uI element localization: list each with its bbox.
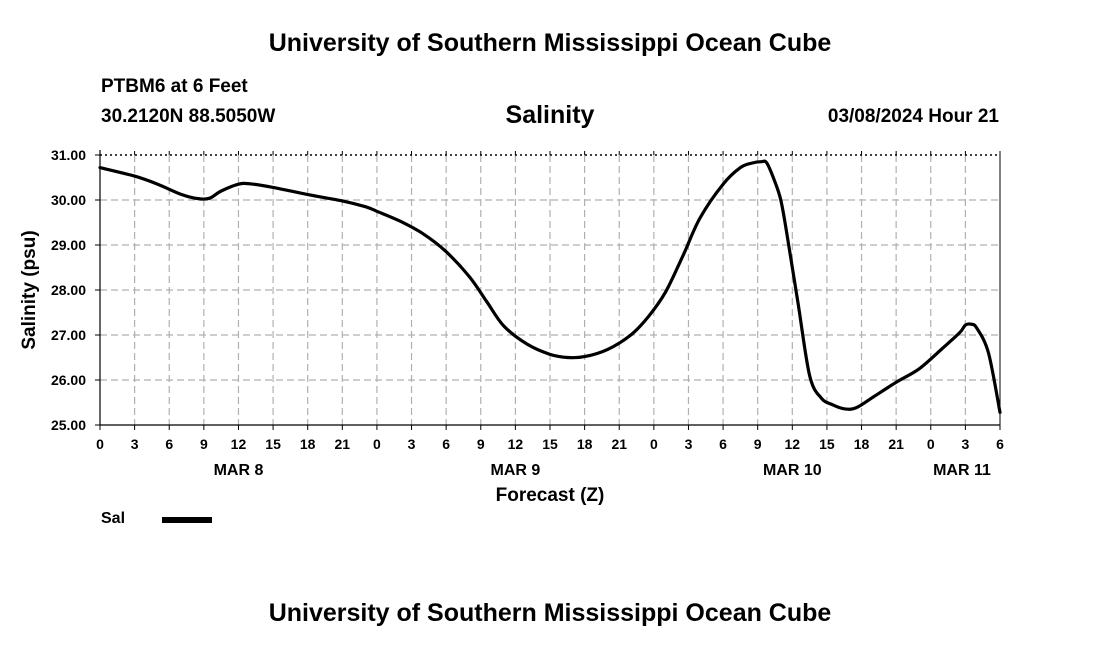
- series-line-sal: [98, 159, 1002, 414]
- x-tick-label: 0: [373, 436, 381, 452]
- x-tick-label: 0: [96, 436, 104, 452]
- x-tick-label: 21: [335, 436, 351, 452]
- y-tick-label: 27.00: [51, 327, 86, 343]
- x-date-label: MAR 9: [490, 462, 540, 479]
- x-axis-title: Forecast (Z): [496, 485, 605, 506]
- x-tick-label: 3: [131, 436, 139, 452]
- y-tick-label: 30.00: [51, 192, 86, 208]
- x-tick-label: 21: [611, 436, 627, 452]
- issued-datetime: 03/08/2024 Hour 21: [827, 106, 999, 127]
- x-date-label: MAR 11: [933, 462, 991, 479]
- x-tick-label: 15: [542, 436, 558, 452]
- x-tick-label: 3: [408, 436, 416, 452]
- x-tick-label: 9: [477, 436, 485, 452]
- x-tick-label: 9: [754, 436, 762, 452]
- station-coordinates: 30.2120N 88.5050W: [101, 106, 276, 127]
- y-tick-label: 28.00: [51, 282, 86, 298]
- x-tick-label: 18: [300, 436, 316, 452]
- station-label: PTBM6 at 6 Feet: [101, 76, 248, 97]
- legend-line-swatch: [162, 517, 212, 523]
- footer-title: University of Southern Mississippi Ocean…: [268, 599, 832, 627]
- x-tick-label: 18: [577, 436, 593, 452]
- y-axis-title: Salinity (psu): [19, 230, 40, 349]
- x-tick-label: 0: [650, 436, 658, 452]
- x-tick-label: 6: [165, 436, 173, 452]
- x-tick-label: 15: [819, 436, 835, 452]
- y-tick-label: 26.00: [51, 372, 86, 388]
- x-tick-label: 18: [854, 436, 870, 452]
- x-tick-label: 15: [265, 436, 281, 452]
- x-tick-label: 3: [685, 436, 693, 452]
- x-tick-label: 6: [442, 436, 450, 452]
- y-tick-label: 25.00: [51, 417, 86, 433]
- x-date-label: MAR 10: [763, 462, 822, 479]
- x-tick-label: 9: [200, 436, 208, 452]
- x-tick-label: 12: [785, 436, 801, 452]
- x-tick-label: 6: [719, 436, 727, 452]
- x-tick-label: 21: [888, 436, 904, 452]
- legend-label: Sal: [101, 510, 126, 527]
- x-tick-label: 12: [508, 436, 524, 452]
- x-date-label: MAR 8: [214, 462, 264, 479]
- y-tick-label: 29.00: [51, 237, 86, 253]
- page-title: University of Southern Mississippi Ocean…: [268, 29, 832, 57]
- chart-variable-title: Salinity: [505, 101, 595, 129]
- x-tick-label: 0: [927, 436, 935, 452]
- x-tick-label: 3: [961, 436, 969, 452]
- x-tick-label: 12: [231, 436, 247, 452]
- x-tick-label: 6: [996, 436, 1004, 452]
- y-tick-label: 31.00: [51, 147, 86, 163]
